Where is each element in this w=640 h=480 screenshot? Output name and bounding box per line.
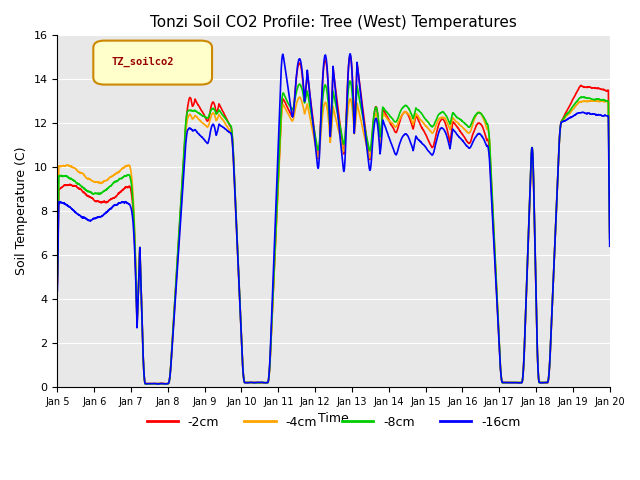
Text: TZ_soilco2: TZ_soilco2 [111,57,174,67]
-16cm [265,377,273,383]
-4cm [466,130,474,135]
Title: Tonzi Soil CO2 Profile: Tree (West) Temperatures: Tonzi Soil CO2 Profile: Tree (West) Temp… [150,15,517,30]
-4cm [163,381,170,387]
Line: -8cm: -8cm [58,81,610,384]
-2cm [163,381,170,387]
-4cm [413,112,420,118]
X-axis label: Time: Time [318,412,349,425]
-16cm [385,134,393,140]
-8cm [54,275,61,280]
Line: -16cm: -16cm [58,54,610,384]
-16cm [413,135,420,141]
-16cm [466,145,474,151]
-2cm [606,230,614,236]
-2cm [466,140,474,146]
-4cm [154,381,161,386]
-8cm [385,111,393,117]
-4cm [606,236,614,241]
-2cm [54,281,61,287]
-2cm [413,114,420,120]
-16cm [606,243,614,249]
-4cm [385,118,393,124]
-16cm [54,288,61,294]
-2cm [346,53,354,59]
-8cm [466,124,474,130]
-2cm [508,380,516,385]
Line: -4cm: -4cm [58,97,610,384]
-2cm [385,117,393,122]
-8cm [154,381,162,387]
-8cm [265,377,273,383]
-16cm [154,381,161,387]
-8cm [346,78,354,84]
Line: -2cm: -2cm [58,56,610,384]
-4cm [296,94,303,100]
-4cm [265,377,273,383]
-4cm [508,380,516,385]
-4cm [54,270,61,276]
Y-axis label: Soil Temperature (C): Soil Temperature (C) [15,147,28,276]
-8cm [413,107,420,112]
-8cm [143,381,151,387]
Legend: -2cm, -4cm, -8cm, -16cm: -2cm, -4cm, -8cm, -16cm [141,410,525,433]
-2cm [265,377,273,383]
-16cm [508,380,516,385]
-8cm [606,236,614,241]
-2cm [154,381,161,386]
-8cm [508,380,516,385]
-16cm [346,51,354,57]
FancyBboxPatch shape [93,41,212,84]
-16cm [155,381,163,387]
